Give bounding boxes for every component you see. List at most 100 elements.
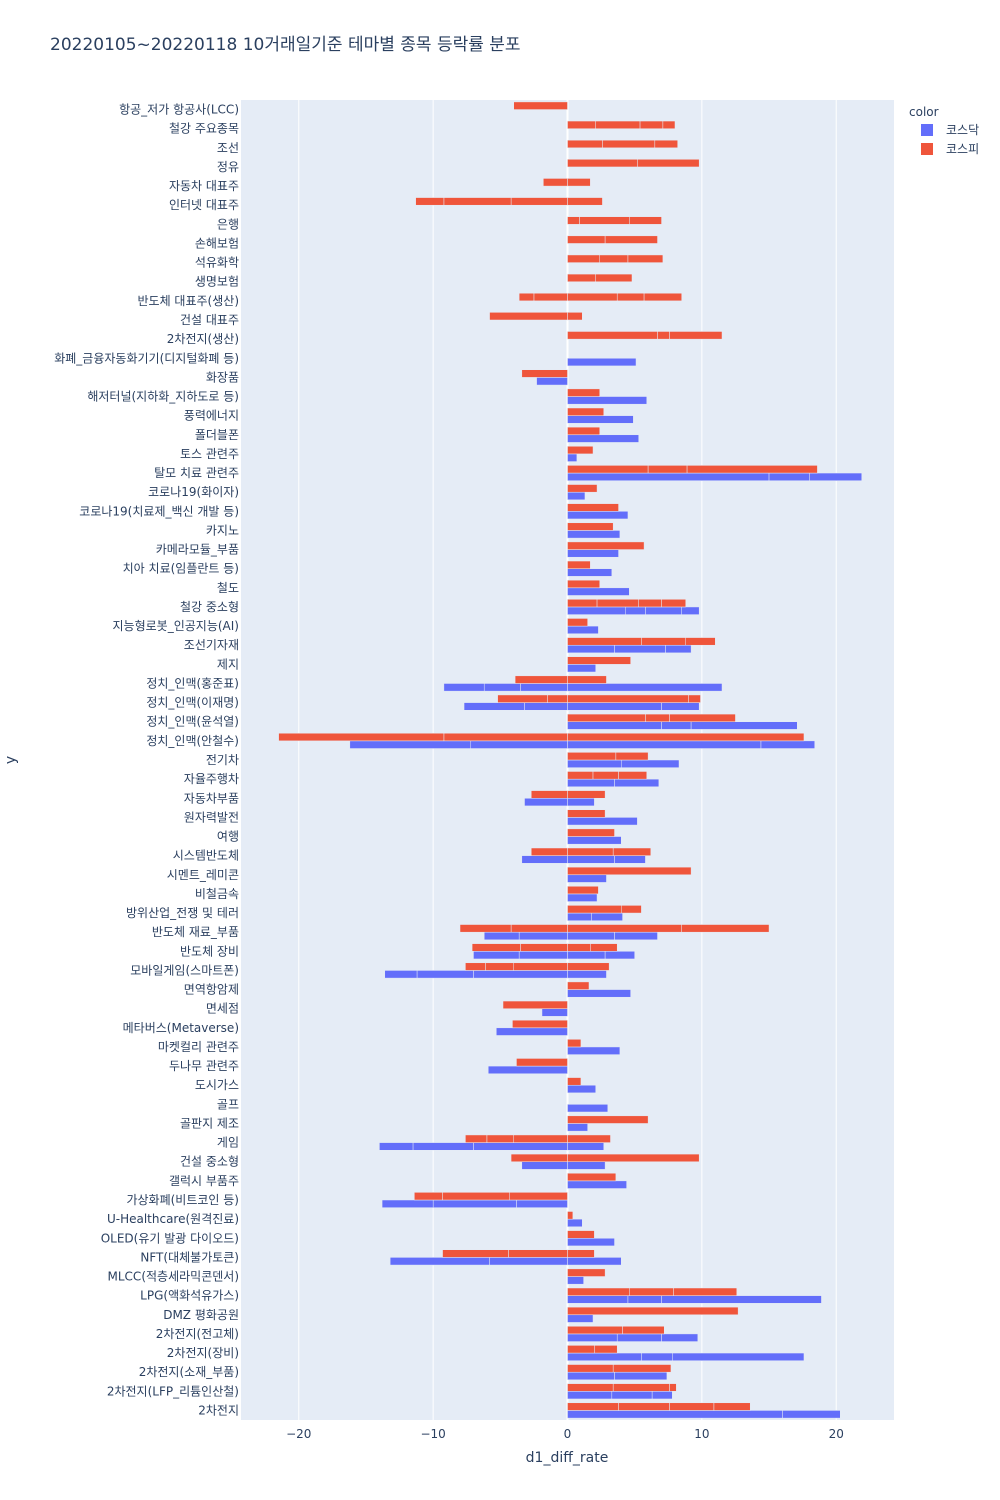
- bar: [567, 120, 596, 129]
- bar: [567, 1333, 618, 1342]
- bar: [657, 331, 670, 340]
- bar: [489, 1257, 568, 1266]
- y-tick-label: 방위산업_전쟁 및 테러: [126, 906, 239, 920]
- bar: [645, 606, 682, 615]
- bar: [567, 434, 639, 443]
- bar: [567, 549, 619, 558]
- bar: [567, 817, 638, 826]
- bar: [614, 778, 660, 788]
- bar: [567, 1115, 649, 1124]
- bar: [516, 1058, 568, 1067]
- y-tick-label: 카지노: [206, 523, 239, 537]
- y-tick-label: 면역항암제: [184, 983, 239, 997]
- bar: [567, 560, 591, 569]
- bar: [465, 962, 486, 971]
- bar: [647, 465, 688, 474]
- bar: [567, 893, 598, 902]
- bar: [567, 522, 614, 531]
- bar: [567, 254, 600, 263]
- y-tick-label: 철강 주요종목: [169, 122, 239, 136]
- bar: [645, 713, 670, 722]
- bar: [510, 197, 568, 206]
- bar: [567, 702, 662, 711]
- y-tick-label: MLCC(적층세라믹콘덴서): [108, 1270, 239, 1284]
- y-tick-label: 건설 중소형: [180, 1155, 239, 1169]
- y-tick-label: 여행: [217, 829, 239, 844]
- bar: [616, 292, 645, 302]
- bar: [567, 568, 613, 577]
- bar: [567, 886, 599, 895]
- bar: [567, 388, 600, 397]
- bar: [567, 178, 591, 187]
- y-tick-label: 해저터널(지하화_지하도로 등): [87, 390, 239, 404]
- y-tick-label: 면세점: [206, 1002, 239, 1016]
- bar: [567, 1180, 627, 1189]
- bar: [524, 798, 568, 807]
- bar: [567, 1142, 605, 1151]
- y-tick-label: 정치_인맥(이재명): [146, 696, 239, 710]
- bar: [611, 1391, 653, 1400]
- bar: [567, 503, 619, 512]
- bar: [638, 599, 662, 608]
- y-tick-label: 석유화학: [195, 256, 239, 270]
- bar: [618, 1402, 670, 1411]
- bar: [567, 1383, 614, 1392]
- y-tick-label: 정유: [217, 160, 239, 174]
- y-tick-label: 메타버스(Metaverse): [123, 1021, 239, 1035]
- bar: [567, 943, 591, 952]
- y-tick-label: U-Healthcare(원격진료): [107, 1212, 239, 1226]
- bar: [599, 254, 629, 263]
- bar: [622, 1326, 665, 1335]
- y-tick-label: 조선기자재: [184, 638, 239, 652]
- x-axis-title: d1_diff_rate: [526, 1450, 609, 1466]
- bar: [442, 1192, 510, 1201]
- y-tick-label: OLED(유기 발광 다이오드): [101, 1231, 239, 1245]
- bar: [654, 139, 678, 149]
- bar: [567, 644, 615, 654]
- bar: [567, 139, 603, 149]
- bar: [567, 1287, 630, 1296]
- bar: [641, 1352, 673, 1361]
- y-tick-label: 손해보험: [195, 236, 239, 250]
- bar: [643, 292, 682, 302]
- bar: [614, 1371, 668, 1381]
- bar: [591, 912, 623, 921]
- bar: [567, 1172, 617, 1182]
- bar: [604, 235, 658, 244]
- y-tick-label: 2차전지(전고체): [156, 1327, 239, 1341]
- bar: [567, 1046, 621, 1055]
- bar: [567, 1295, 629, 1304]
- y-tick-label: 정치_인맥(윤석열): [146, 715, 239, 729]
- y-tick-label: 모바일게임(스마트폰): [130, 963, 239, 977]
- bar: [502, 1000, 568, 1009]
- bar: [567, 664, 596, 673]
- bar: [486, 1134, 515, 1143]
- y-tick-label: DMZ 평화공원: [163, 1308, 239, 1322]
- y-tick-label: 정치_인맥(홍준표): [146, 676, 239, 690]
- y-tick-label: 두나무 관련주: [169, 1059, 239, 1073]
- bar: [567, 905, 622, 914]
- bar: [567, 312, 583, 321]
- y-tick-label: 은행: [217, 216, 239, 231]
- y-tick-label: 화폐_금융자동화기기(디지털화폐 등): [54, 351, 239, 365]
- bar: [443, 732, 568, 742]
- bars: [278, 101, 863, 1419]
- bar: [567, 828, 615, 837]
- bar: [567, 599, 598, 608]
- y-tick-label: 자율주행차: [184, 771, 239, 786]
- bar: [673, 1287, 738, 1296]
- bar: [567, 1352, 642, 1361]
- bar: [389, 1257, 490, 1266]
- bar: [625, 606, 646, 615]
- bar: [614, 931, 658, 941]
- y-tick-label: 반도체 장비: [180, 944, 239, 958]
- bar: [768, 472, 810, 481]
- y-tick-label: 골판지 제조: [180, 1116, 239, 1130]
- bar: [567, 656, 631, 665]
- bar: [592, 771, 619, 780]
- bar: [579, 216, 630, 225]
- bar: [620, 759, 680, 768]
- bar: [567, 484, 598, 493]
- bar: [639, 120, 664, 129]
